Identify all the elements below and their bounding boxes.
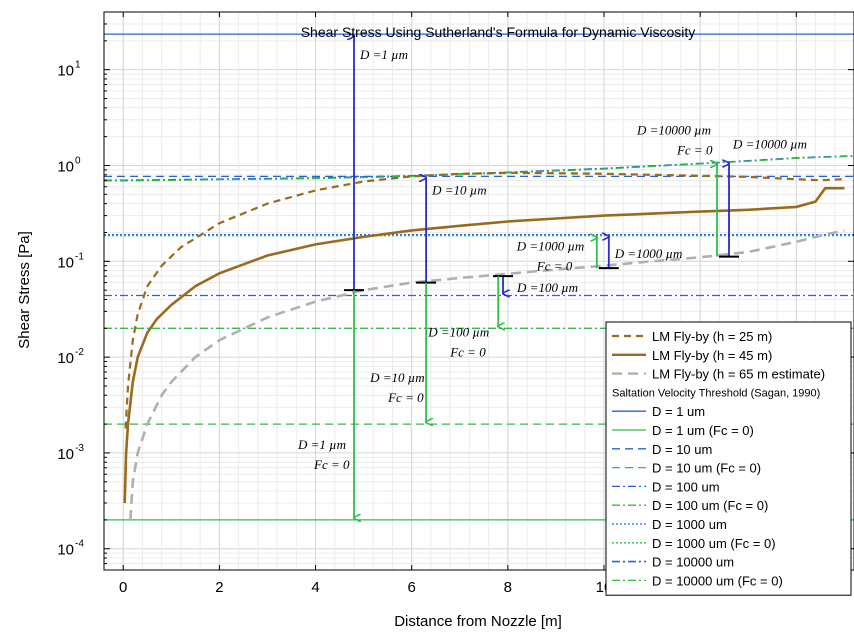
series-line-1	[123, 186, 845, 504]
series-line-12	[104, 155, 854, 182]
legend-header: Saltation Velocity Threshold (Sagan, 199…	[612, 387, 820, 399]
y-tick-label: 10	[57, 350, 74, 367]
flyby-curves	[123, 171, 845, 520]
x-tick-label: 8	[504, 579, 512, 596]
annotation-label: D =10 µm	[369, 370, 425, 385]
legend-entry: LM Fly-by (h = 65 m estimate)	[652, 367, 825, 382]
legend-entry: D = 1 um	[652, 404, 705, 419]
x-tick-label: 0	[119, 579, 127, 596]
annotation-label: D =1 µm	[297, 437, 346, 452]
legend-entry: D = 10 um (Fc = 0)	[652, 461, 761, 476]
y-tick-exponent: 1	[75, 60, 81, 71]
legend-entry: D = 10000 um	[652, 555, 734, 570]
y-tick-exponent: 0	[75, 155, 81, 166]
annotation-label: Fc = 0	[387, 390, 424, 405]
y-tick-label: 10	[57, 158, 74, 175]
annotation-label: D =1000 µm	[516, 238, 585, 253]
annotation-label: Fc = 0	[536, 258, 573, 273]
legend-entry: D = 100 um (Fc = 0)	[652, 498, 768, 513]
y-tick-label: 10	[57, 446, 74, 463]
annotation-label: Fc = 0	[313, 457, 350, 472]
y-tick-exponent: -1	[75, 251, 84, 262]
legend-entry: D = 10000 um (Fc = 0)	[652, 573, 783, 588]
annotation-label: D =10 µm	[431, 182, 487, 197]
y-tick-exponent: -2	[75, 347, 84, 358]
y-axis-label: Shear Stress [Pa]	[16, 231, 33, 349]
y-tick-exponent: -3	[75, 443, 84, 454]
y-tick-label: 10	[57, 63, 74, 80]
x-tick-label: 2	[215, 579, 223, 596]
series-line-2	[129, 229, 845, 520]
annotations: D =1 µm D =1 µm Fc = 0 D =10 µm D =10 µm Fc =…	[297, 36, 807, 518]
legend: LM Fly-by (h = 25 m) LM Fly-by (h = 45 m)…	[605, 321, 852, 596]
x-tick-label: 6	[408, 579, 416, 596]
annotation-label: D =100 µm	[516, 280, 578, 295]
annotation-label: Fc = 0	[676, 143, 713, 158]
legend-entry: D = 1 um (Fc = 0)	[652, 423, 754, 438]
y-tick-label: 10	[57, 254, 74, 271]
legend-entry: D = 10 um	[652, 442, 712, 457]
x-tick-label: 4	[311, 579, 319, 596]
y-tick-label: 10	[57, 542, 74, 559]
x-axis-label: Distance from Nozzle [m]	[394, 613, 562, 630]
legend-entry: D = 100 um	[652, 479, 720, 494]
chart-title: Shear Stress Using Sutherland's Formula …	[301, 24, 696, 40]
legend-entry: LM Fly-by (h = 25 m)	[652, 329, 772, 344]
legend-entry: LM Fly-by (h = 45 m)	[652, 348, 772, 363]
annotation-label: D =1 µm	[359, 47, 408, 62]
plot-frame	[103, 11, 854, 571]
legend-entry: D = 1000 um (Fc = 0)	[652, 536, 776, 551]
y-tick-exponent: -4	[75, 539, 84, 550]
annotation-label: Fc = 0	[449, 344, 486, 359]
annotation-label: D =1000 µm	[614, 246, 683, 261]
annotation-label: D =10000 µm	[636, 123, 711, 138]
annotation-label: D =10000 µm	[732, 137, 807, 152]
annotation-label: D =100 µm	[427, 324, 489, 339]
legend-box	[605, 321, 852, 596]
legend-entry: D = 1000 um	[652, 517, 727, 532]
